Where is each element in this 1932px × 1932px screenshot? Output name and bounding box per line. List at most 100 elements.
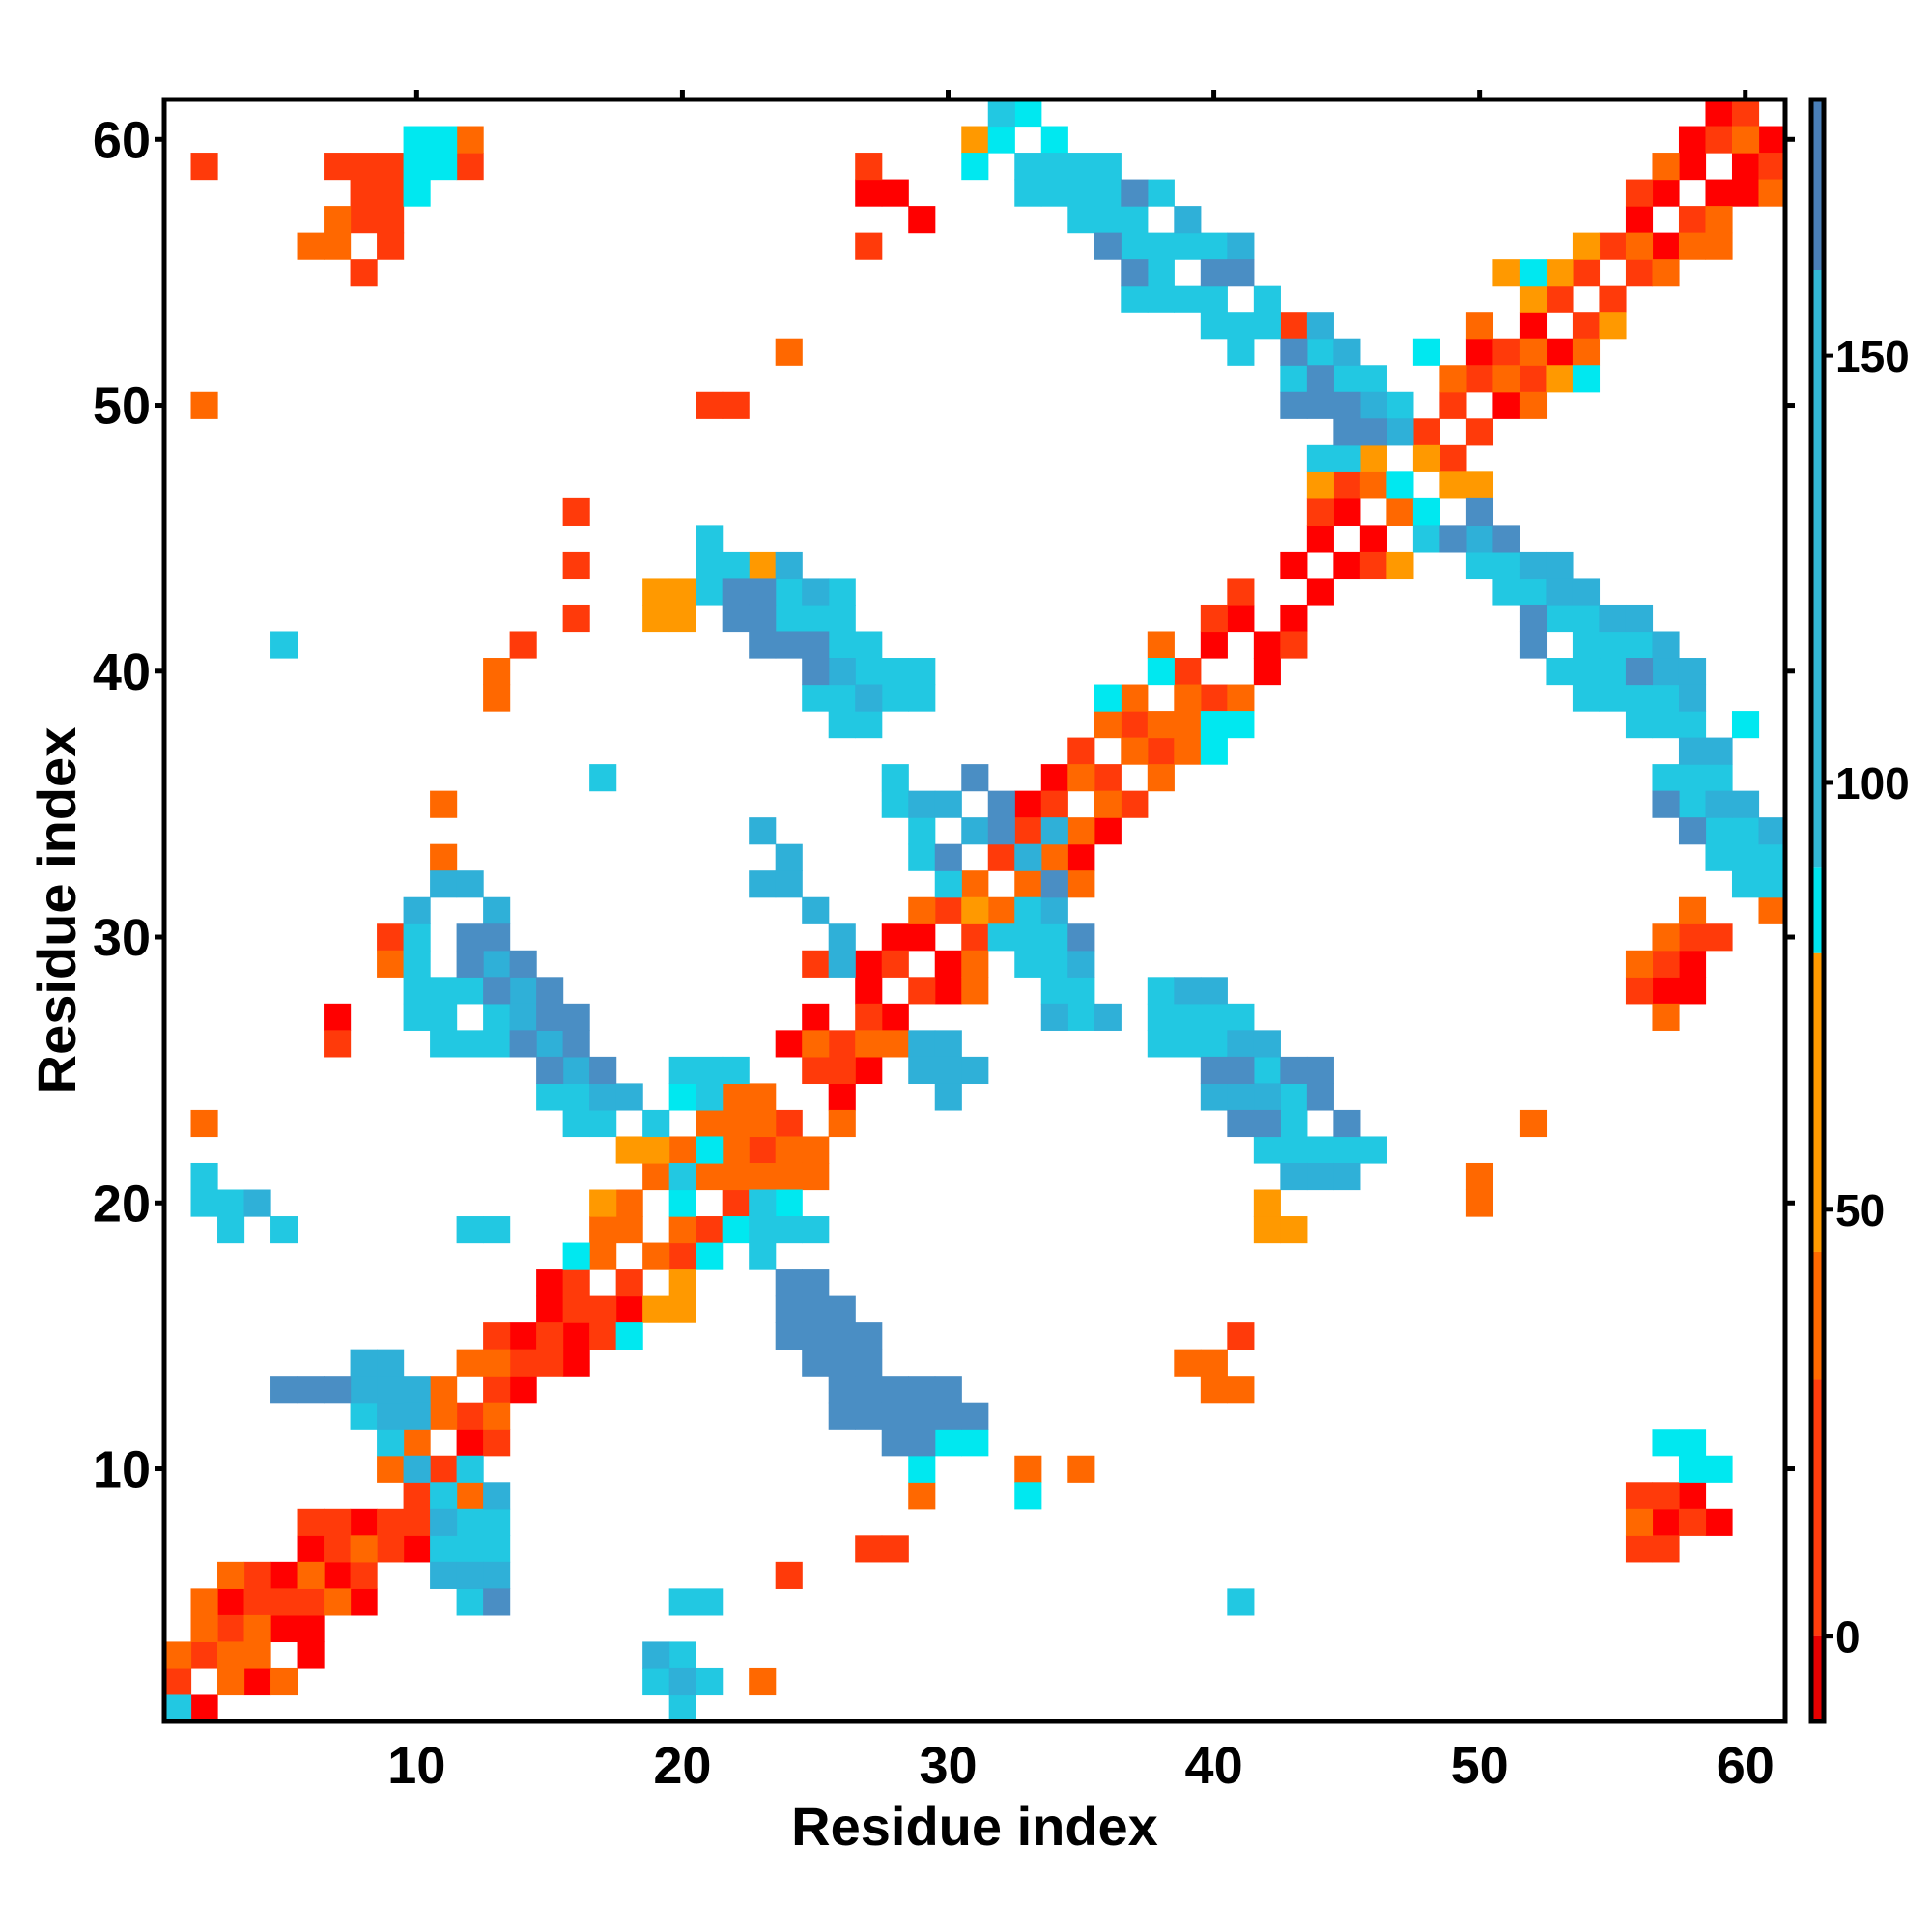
heatmap-cell [1067, 764, 1095, 792]
heatmap-cell [217, 1641, 245, 1669]
heatmap-cell [324, 232, 352, 260]
heatmap-cell [668, 1056, 696, 1085]
heatmap-cell [642, 578, 670, 606]
heatmap-cell [1599, 312, 1627, 340]
heatmap-cell [1359, 525, 1387, 553]
heatmap-cell [722, 1056, 750, 1085]
heatmap-cell [1014, 950, 1042, 978]
heatmap-cell [1200, 232, 1228, 260]
heatmap-cell [1333, 1109, 1361, 1138]
heatmap-cell [1040, 977, 1068, 1005]
heatmap-cell [1014, 1455, 1042, 1483]
heatmap-cell [1121, 790, 1149, 818]
heatmap-cell [1333, 1162, 1361, 1191]
heatmap-cell [562, 1056, 590, 1085]
heatmap-cell [961, 1056, 989, 1085]
heatmap-cell [1121, 285, 1149, 313]
heatmap-cell [828, 950, 856, 978]
heatmap-cell [403, 1402, 431, 1430]
heatmap-cell [377, 179, 405, 207]
heatmap-cell [1705, 790, 1733, 818]
heatmap-cell [1094, 1003, 1122, 1031]
heatmap-cell [1306, 1162, 1334, 1191]
heatmap-cell [1678, 206, 1707, 234]
heatmap-cell [908, 790, 936, 818]
heatmap-cell [483, 1482, 511, 1510]
heatmap-cell [881, 790, 909, 818]
heatmap-cell [483, 684, 511, 712]
heatmap-cell [1280, 604, 1308, 633]
heatmap-cell [1227, 1003, 1255, 1031]
heatmap-cell [1572, 578, 1601, 606]
heatmap-cell [1280, 1136, 1308, 1164]
y-tick-label: 40 [93, 643, 151, 701]
heatmap-cell [190, 1162, 218, 1191]
heatmap-cell [270, 1376, 298, 1404]
heatmap-cell [1253, 1216, 1281, 1244]
heatmap-cell [749, 870, 777, 898]
heatmap-cell [1519, 338, 1548, 366]
colorbar [1811, 99, 1824, 1721]
heatmap-cell [403, 923, 431, 952]
heatmap-cell [1067, 1003, 1095, 1031]
heatmap-cell [881, 684, 909, 712]
heatmap-cell [1519, 1109, 1548, 1138]
heatmap-cell [1705, 1455, 1733, 1483]
heatmap-cell [855, 631, 883, 659]
heatmap-cell [668, 1588, 696, 1616]
heatmap-cell [828, 1376, 856, 1404]
heatmap-cell [881, 923, 909, 952]
heatmap-cell [881, 1402, 909, 1430]
heatmap-cell [987, 99, 1015, 128]
heatmap-cell [1625, 711, 1654, 739]
heatmap-cell [961, 1402, 989, 1430]
heatmap-cell [934, 790, 962, 818]
heatmap-cell [562, 1083, 590, 1111]
heatmap-cell [775, 843, 803, 871]
heatmap-cell [190, 1109, 218, 1138]
heatmap-cell [802, 1030, 830, 1058]
heatmap-cell [1678, 1508, 1707, 1536]
heatmap-cell [483, 1322, 511, 1350]
heatmap-cell [1519, 259, 1548, 287]
heatmap-cell [908, 1482, 936, 1510]
heatmap-cell [324, 1561, 352, 1589]
heatmap-cell [1306, 578, 1334, 606]
heatmap-cell [908, 1030, 936, 1058]
heatmap-cell [1678, 1482, 1707, 1510]
heatmap-cell [297, 232, 325, 260]
heatmap-cell [1758, 896, 1786, 924]
heatmap-cell [350, 1508, 378, 1536]
heatmap-cell [908, 1376, 936, 1404]
heatmap-cell [1546, 551, 1574, 580]
heatmap-cell [1412, 338, 1440, 366]
heatmap-cell [562, 1322, 590, 1350]
heatmap-cell [642, 1667, 670, 1696]
heatmap-cell [1678, 790, 1707, 818]
heatmap-cell [908, 1455, 936, 1483]
heatmap-cell [1067, 950, 1095, 978]
heatmap-cell [243, 1641, 271, 1669]
heatmap-cell [1678, 711, 1707, 739]
heatmap-cell [350, 1561, 378, 1589]
heatmap-cell [1465, 1189, 1494, 1217]
heatmap-cell [828, 684, 856, 712]
heatmap-cell [430, 1455, 458, 1483]
heatmap-cell [1386, 418, 1414, 446]
heatmap-cell [1200, 737, 1228, 765]
heatmap-cell [668, 1694, 696, 1722]
heatmap-cell [934, 1402, 962, 1430]
heatmap-cell [483, 1588, 511, 1616]
heatmap-cell [483, 1402, 511, 1430]
heatmap-cell [1386, 471, 1414, 499]
heatmap-cell [297, 1535, 325, 1563]
heatmap-cell [1731, 179, 1760, 207]
heatmap-cell [350, 179, 378, 207]
heatmap-cell [1678, 126, 1707, 154]
heatmap-cell [775, 1030, 803, 1058]
heatmap-cell [934, 1030, 962, 1058]
heatmap-cell [377, 1402, 405, 1430]
heatmap-cell [828, 578, 856, 606]
heatmap-cell [1200, 259, 1228, 287]
